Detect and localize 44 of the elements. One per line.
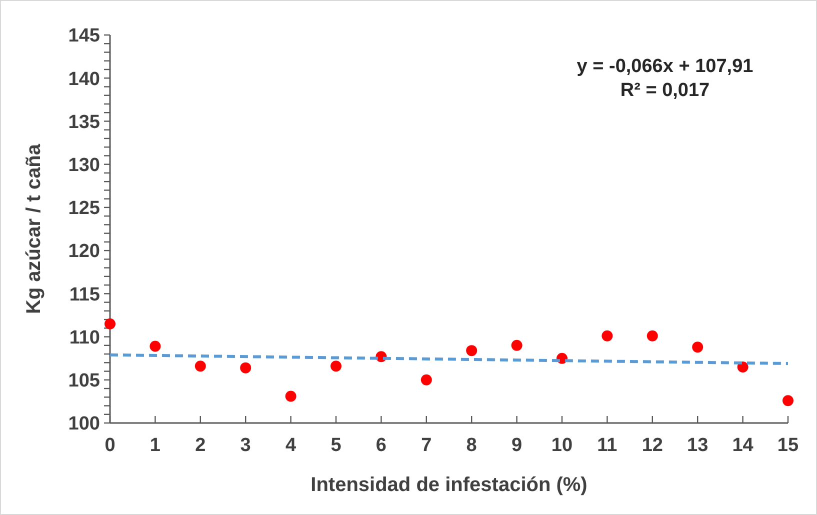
x-tick-label: 10	[551, 435, 573, 456]
point	[240, 362, 252, 374]
x-tick-label: 7	[421, 435, 432, 456]
point	[692, 342, 704, 353]
x-tick-label: 2	[195, 435, 206, 456]
y-tick-label: 140	[68, 68, 100, 90]
x-tick-label: 12	[642, 435, 663, 456]
x-tick-label: 6	[376, 435, 386, 456]
x-tick-label: 5	[330, 435, 342, 456]
x-tick-label: 13	[687, 435, 708, 456]
point	[511, 340, 522, 351]
point	[285, 390, 296, 402]
point	[602, 330, 613, 342]
y-tick-label: 125	[68, 198, 100, 220]
point	[737, 361, 748, 372]
x-tick-label: 11	[597, 435, 618, 456]
y-tick-label: 135	[68, 112, 100, 133]
y-tick-label: 100	[68, 414, 100, 435]
x-axis-title: Intensidad de infestación (%)	[310, 474, 588, 496]
point	[420, 374, 432, 386]
x-tick-label: 0	[104, 435, 116, 456]
x-tick-label: 14	[732, 435, 754, 456]
point	[194, 360, 206, 372]
point	[150, 340, 161, 352]
annotation: y = -0,066x + 107,91	[576, 56, 754, 77]
y-tick-label: 115	[69, 284, 100, 306]
y-tick-label: 120	[68, 241, 100, 262]
y-tick-label: 110	[69, 327, 100, 348]
point	[782, 395, 794, 406]
y-tick-label: 130	[68, 154, 100, 176]
y-tick-label: 145	[68, 26, 100, 47]
point	[104, 318, 116, 330]
x-tick-label: 1	[150, 435, 161, 456]
point	[646, 330, 658, 342]
x-tick-label: 9	[512, 435, 522, 456]
x-tick-label: 15	[777, 435, 799, 456]
x-tick-label: 3	[240, 435, 251, 456]
annotation: R² = 0,017	[620, 80, 710, 101]
y-tick-label: 105	[68, 370, 100, 392]
point	[330, 360, 342, 372]
x-tick-label: 4	[286, 435, 297, 456]
point	[466, 345, 478, 356]
y-axis-title: Kg azúcar / t caña	[23, 143, 45, 314]
x-tick-label: 8	[466, 435, 477, 456]
